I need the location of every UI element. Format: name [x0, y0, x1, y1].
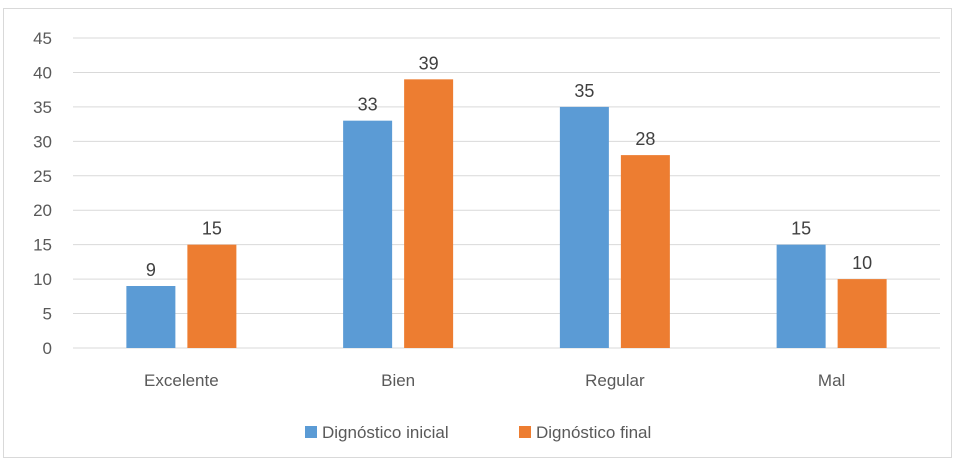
- bar-final: [620, 155, 670, 348]
- data-label: 28: [635, 129, 655, 149]
- data-label: 15: [791, 219, 811, 239]
- bars: [126, 79, 887, 349]
- bar-inicial: [126, 286, 176, 348]
- bar-inicial: [343, 120, 393, 349]
- y-tick-label: 35: [33, 98, 52, 117]
- bar-final: [404, 79, 454, 348]
- x-axis-ticks: Excelente Bien Regular Mal: [144, 371, 845, 390]
- data-label: 39: [419, 53, 439, 73]
- y-tick-label: 15: [33, 236, 52, 255]
- y-tick-label: 25: [33, 167, 52, 186]
- data-label: 15: [202, 219, 222, 239]
- bar-final: [187, 244, 237, 348]
- bar-inicial: [776, 244, 826, 348]
- x-tick-label: Mal: [818, 371, 845, 390]
- legend-swatch: [305, 426, 317, 438]
- bar-inicial: [559, 106, 609, 348]
- x-tick-label: Bien: [381, 371, 415, 390]
- x-tick-label: Excelente: [144, 371, 219, 390]
- data-label: 10: [852, 253, 872, 273]
- data-label: 33: [358, 95, 378, 115]
- y-tick-label: 10: [33, 270, 52, 289]
- data-labels: 9 15 33 39 35 28 15 10: [146, 53, 872, 280]
- y-tick-label: 20: [33, 201, 52, 220]
- y-tick-label: 40: [33, 63, 52, 82]
- x-tick-label: Regular: [585, 371, 645, 390]
- legend: Dignóstico inicial Dignóstico final: [305, 423, 651, 442]
- y-tick-label: 0: [43, 339, 52, 358]
- y-axis-ticks: 0 5 10 15 20 25 30 35 40 45: [33, 29, 52, 358]
- y-tick-label: 5: [43, 305, 52, 324]
- y-tick-label: 45: [33, 29, 52, 48]
- legend-label: Dignóstico inicial: [322, 423, 449, 442]
- y-tick-label: 30: [33, 132, 52, 151]
- legend-swatch: [519, 426, 531, 438]
- data-label: 35: [574, 81, 594, 101]
- bar-final: [837, 279, 887, 348]
- data-label: 9: [146, 260, 156, 280]
- chart-frame: [3, 8, 952, 458]
- legend-label: Dignóstico final: [536, 423, 651, 442]
